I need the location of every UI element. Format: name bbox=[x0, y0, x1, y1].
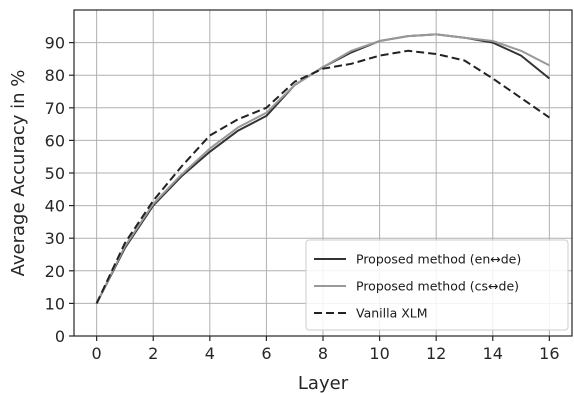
x-tick-label: 6 bbox=[261, 344, 271, 363]
legend-label-en-de: Proposed method (en↔de) bbox=[356, 252, 521, 267]
series-lines bbox=[95, 33, 551, 304]
y-tick-label: 0 bbox=[55, 327, 65, 346]
x-tick-label: 12 bbox=[426, 344, 446, 363]
x-tick-label: 8 bbox=[318, 344, 328, 363]
x-tick-label: 4 bbox=[205, 344, 215, 363]
y-tick-label: 90 bbox=[45, 34, 65, 53]
legend-label-cs-de: Proposed method (cs↔de) bbox=[356, 279, 519, 294]
x-tick-label: 14 bbox=[483, 344, 503, 363]
y-tick-label: 60 bbox=[45, 131, 65, 150]
series-line-vanilla-xlm bbox=[95, 49, 550, 304]
x-tick-label: 0 bbox=[92, 344, 102, 363]
legend: Proposed method (en↔de) Proposed method … bbox=[305, 239, 569, 331]
y-tick-label: 70 bbox=[45, 99, 65, 118]
series-line-proposed-method-cs-de bbox=[95, 33, 550, 304]
y-tick-label: 10 bbox=[45, 294, 65, 313]
y-tick-label: 40 bbox=[45, 197, 65, 216]
legend-label-vanilla-xlm: Vanilla XLM bbox=[356, 306, 428, 321]
y-tick-label: 30 bbox=[45, 229, 65, 248]
x-tick-label: 2 bbox=[148, 344, 158, 363]
y-tick-label: 20 bbox=[45, 262, 65, 281]
y-axis-label: Average Accuracy in % bbox=[8, 70, 29, 277]
y-tick-label: 80 bbox=[45, 66, 65, 85]
x-tick-label: 16 bbox=[539, 344, 559, 363]
x-tick-labels: 0 2 4 6 8 10 12 14 16 bbox=[92, 344, 560, 363]
y-tick-labels: 0 10 20 30 40 50 60 70 80 90 bbox=[45, 34, 65, 346]
x-axis-label: Layer bbox=[298, 373, 349, 393]
grid-lines bbox=[74, 10, 572, 337]
y-tick-label: 50 bbox=[45, 164, 65, 183]
legend-box bbox=[305, 239, 569, 331]
axis-ticks bbox=[69, 41, 550, 341]
x-tick-label: 10 bbox=[369, 344, 389, 363]
